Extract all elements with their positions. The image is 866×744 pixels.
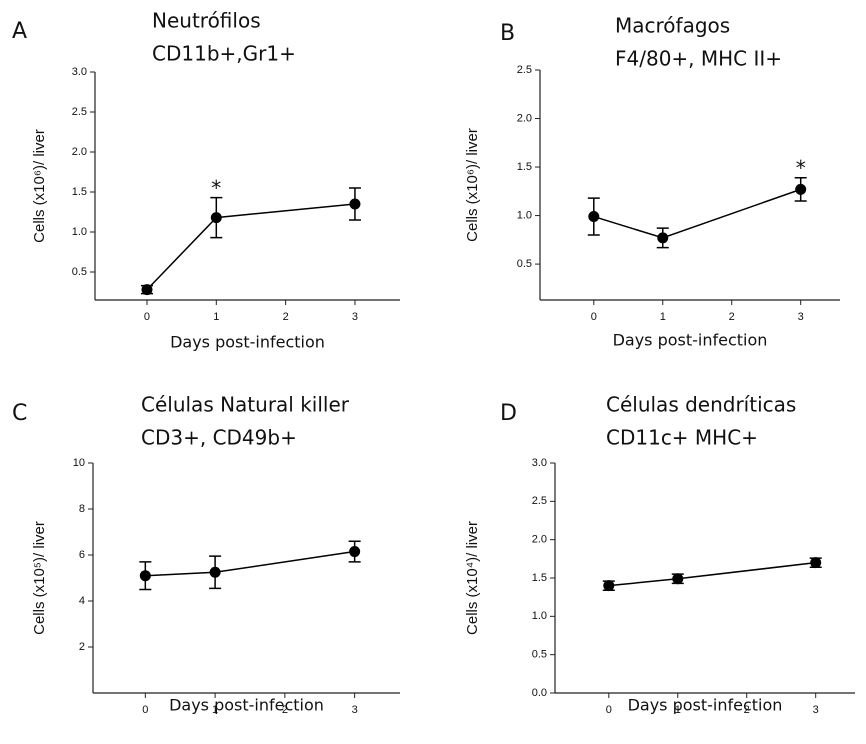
x-axis-label: Days post-infection bbox=[613, 331, 768, 350]
data-point bbox=[810, 557, 822, 569]
data-point bbox=[349, 546, 361, 558]
significance-mark: * bbox=[211, 176, 221, 200]
y-axis-label: Cells (x10⁵)/ liver bbox=[31, 521, 48, 635]
y-tick-label: 10 bbox=[73, 457, 85, 469]
y-tick-label: 1.5 bbox=[517, 161, 532, 173]
y-tick-label: 2.5 bbox=[72, 106, 87, 118]
chart-panel: D Células dendríticas CD11c+ MHC+ 0.0 0.5 1.0… bbox=[464, 393, 855, 716]
y-tick-label: 2 bbox=[79, 641, 85, 653]
data-point bbox=[657, 232, 669, 244]
data-point bbox=[588, 211, 600, 223]
y-tick-label: 4 bbox=[79, 595, 85, 607]
y-axis-label: Cells (x10⁶)/ liver bbox=[31, 129, 48, 243]
y-tick-label: 2.0 bbox=[72, 146, 87, 158]
panel-letter: D bbox=[500, 401, 517, 426]
x-axis-label: Days post-infection bbox=[628, 696, 783, 715]
y-tick-label: 1.0 bbox=[72, 226, 87, 238]
x-axis-label: Days post-infection bbox=[170, 333, 325, 352]
chart-title: Macrófagos bbox=[615, 14, 730, 38]
chart-title: CD3+, CD49b+ bbox=[141, 426, 297, 450]
y-tick-label: 1.5 bbox=[72, 186, 87, 198]
x-tick-label: 2 bbox=[744, 704, 750, 716]
y-tick-label: 0.0 bbox=[532, 687, 547, 699]
y-tick-label: 3.0 bbox=[72, 66, 87, 78]
x-tick-label: 1 bbox=[660, 311, 666, 323]
chart-panel: C Células Natural killer CD3+, CD49b+ 2 4 6 8 1… bbox=[12, 393, 400, 716]
x-tick-label: 0 bbox=[144, 311, 150, 323]
data-point bbox=[603, 580, 615, 592]
x-tick-label: 0 bbox=[606, 704, 612, 716]
chart-title: CD11c+ MHC+ bbox=[606, 426, 758, 450]
x-tick-label: 0 bbox=[591, 311, 597, 323]
y-tick-label: 1.0 bbox=[517, 209, 532, 221]
x-tick-label: 2 bbox=[729, 311, 735, 323]
y-tick-label: 8 bbox=[79, 503, 85, 515]
data-point bbox=[139, 570, 151, 582]
data-point bbox=[209, 566, 221, 578]
y-tick-label: 0.5 bbox=[72, 266, 87, 278]
chart-title: CD11b+,Gr1+ bbox=[152, 42, 296, 66]
y-tick-label: 2.0 bbox=[532, 534, 547, 546]
y-axis-label: Cells (x10⁴)/ liver bbox=[464, 521, 481, 635]
x-tick-label: 2 bbox=[283, 311, 289, 323]
x-tick-label: 1 bbox=[675, 704, 681, 716]
y-tick-label: 2.0 bbox=[517, 112, 532, 124]
chart-title: Células Natural killer bbox=[141, 393, 350, 417]
series-line bbox=[608, 561, 816, 587]
chart-title: F4/80+, MHC II+ bbox=[615, 47, 782, 71]
x-tick-label: 3 bbox=[813, 704, 819, 716]
chart-panel: A Neutrófilos CD11b+,Gr1+ 0.5 1.0 1.5 2.0 2.5 3.… bbox=[12, 9, 400, 352]
series-line bbox=[146, 203, 356, 291]
x-tick-label: 3 bbox=[352, 704, 358, 716]
y-tick-label: 3.0 bbox=[532, 457, 547, 469]
panel-letter: A bbox=[12, 19, 27, 44]
chart-title: Neutrófilos bbox=[152, 9, 261, 33]
x-tick-label: 1 bbox=[212, 704, 218, 716]
data-point bbox=[672, 573, 684, 585]
x-tick-label: 3 bbox=[352, 311, 358, 323]
data-point bbox=[349, 198, 361, 210]
x-tick-label: 1 bbox=[213, 311, 219, 323]
y-tick-label: 0.5 bbox=[532, 649, 547, 661]
x-tick-label: 0 bbox=[142, 704, 148, 716]
y-tick-label: 2.5 bbox=[517, 64, 532, 76]
x-axis-label: Days post-infection bbox=[169, 696, 324, 715]
y-tick-label: 2.5 bbox=[532, 495, 547, 507]
y-tick-label: 1.0 bbox=[532, 610, 547, 622]
x-tick-label: 2 bbox=[282, 704, 288, 716]
y-axis-label: Cells (x10⁶)/ liver bbox=[464, 128, 481, 242]
data-point bbox=[795, 183, 807, 195]
panel-letter: B bbox=[500, 21, 515, 46]
y-tick-label: 6 bbox=[79, 549, 85, 561]
data-point bbox=[210, 212, 222, 224]
x-tick-label: 3 bbox=[798, 311, 804, 323]
series-line bbox=[145, 550, 355, 577]
y-tick-label: 1.5 bbox=[532, 572, 547, 584]
series-line bbox=[593, 188, 801, 239]
panel-letter: C bbox=[12, 401, 27, 426]
y-tick-label: 0.5 bbox=[517, 258, 532, 270]
significance-mark: * bbox=[796, 156, 806, 180]
chart-title: Células dendríticas bbox=[606, 393, 796, 417]
chart-panel: B Macrófagos F4/80+, MHC II+ 0.5 1.0 1.5 2.0 2.… bbox=[464, 14, 840, 350]
data-point bbox=[141, 284, 153, 296]
